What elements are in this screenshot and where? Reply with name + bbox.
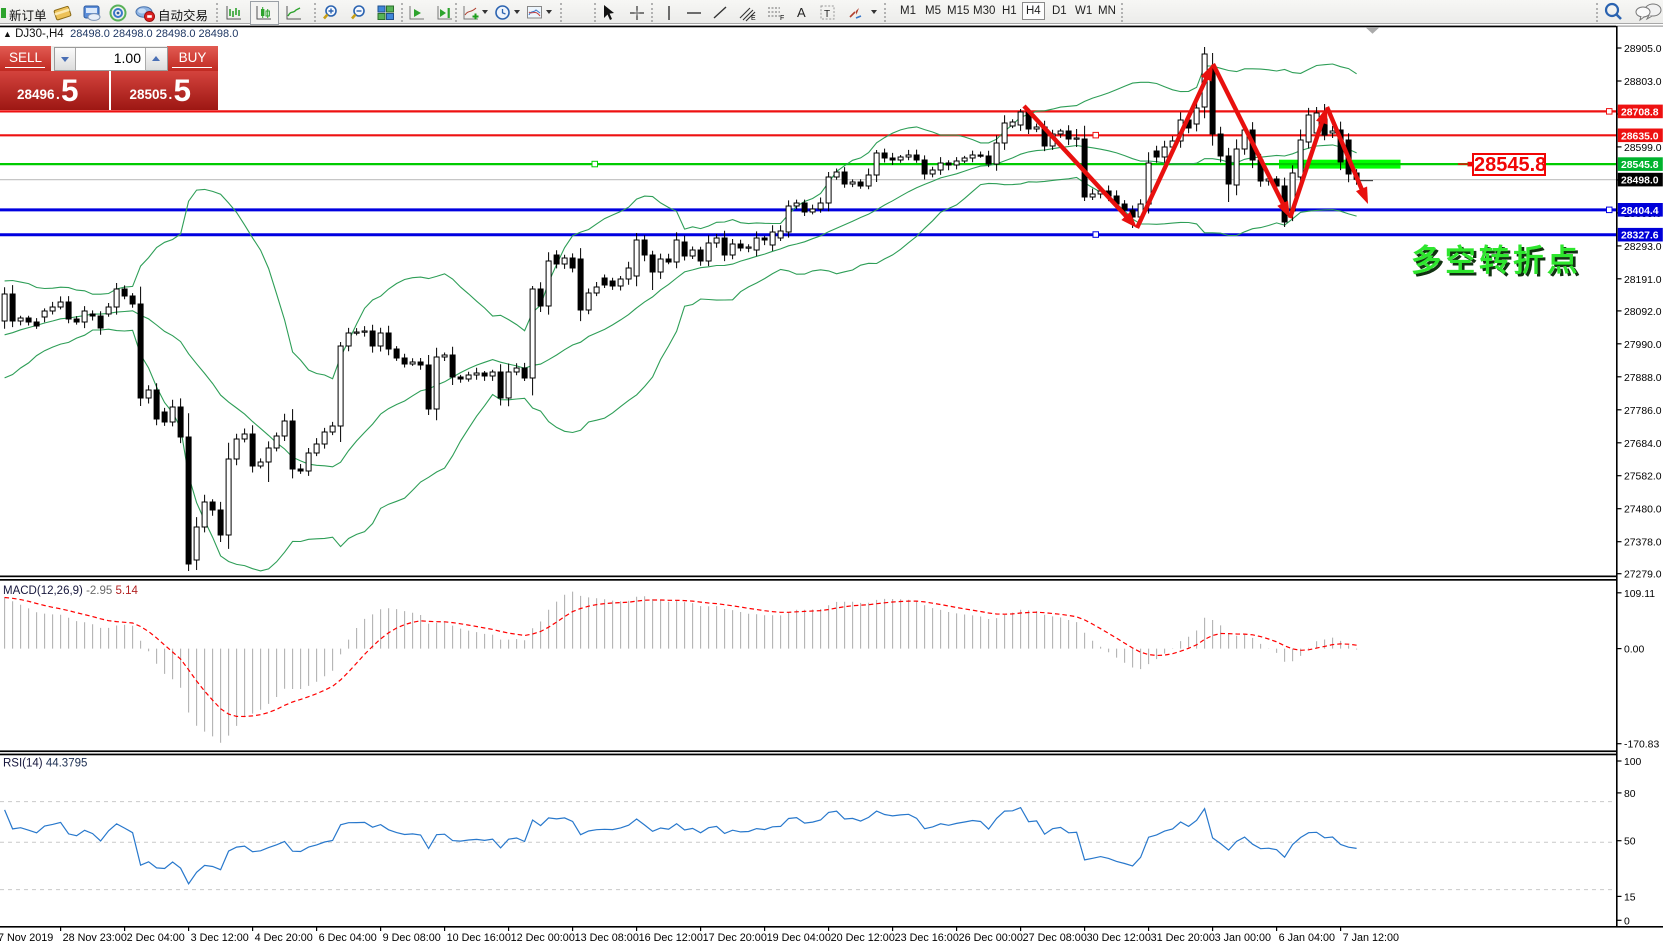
svg-text:4 Dec 20:00: 4 Dec 20:00 <box>255 932 313 944</box>
svg-text:0.00: 0.00 <box>1624 645 1644 656</box>
svg-text:27786.0: 27786.0 <box>1624 406 1662 417</box>
svg-text:31 Dec 20:00: 31 Dec 20:00 <box>1151 932 1215 944</box>
svg-text:17 Dec 20:00: 17 Dec 20:00 <box>703 932 767 944</box>
svg-text:26 Dec 00:00: 26 Dec 00:00 <box>959 932 1023 944</box>
svg-text:80: 80 <box>1624 789 1636 800</box>
svg-text:20 Dec 12:00: 20 Dec 12:00 <box>831 932 895 944</box>
svg-text:100: 100 <box>1624 757 1642 768</box>
svg-text:28635.0: 28635.0 <box>1621 131 1659 142</box>
svg-text:27 Dec 08:00: 27 Dec 08:00 <box>1023 932 1087 944</box>
svg-text:7 Jan 12:00: 7 Jan 12:00 <box>1343 932 1399 944</box>
svg-text:2 Dec 04:00: 2 Dec 04:00 <box>127 932 185 944</box>
svg-text:15: 15 <box>1624 892 1636 903</box>
svg-text:28293.0: 28293.0 <box>1624 242 1662 253</box>
svg-text:12 Dec 00:00: 12 Dec 00:00 <box>511 932 575 944</box>
svg-text:28545.8: 28545.8 <box>1621 160 1659 171</box>
svg-text:13 Dec 08:00: 13 Dec 08:00 <box>575 932 639 944</box>
svg-text:28404.4: 28404.4 <box>1621 206 1659 217</box>
svg-text:27990.0: 27990.0 <box>1624 340 1662 351</box>
svg-text:3 Jan 00:00: 3 Jan 00:00 <box>1215 932 1271 944</box>
svg-text:28708.8: 28708.8 <box>1621 107 1659 118</box>
svg-text:19 Dec 04:00: 19 Dec 04:00 <box>767 932 831 944</box>
svg-text:30 Dec 12:00: 30 Dec 12:00 <box>1087 932 1151 944</box>
svg-text:27480.0: 27480.0 <box>1624 505 1662 516</box>
svg-text:27582.0: 27582.0 <box>1624 472 1662 483</box>
svg-text:6 Jan 04:00: 6 Jan 04:00 <box>1279 932 1335 944</box>
svg-text:27888.0: 27888.0 <box>1624 373 1662 384</box>
svg-text:3 Dec 12:00: 3 Dec 12:00 <box>191 932 249 944</box>
svg-text:F: F <box>780 15 784 22</box>
svg-text:0: 0 <box>1624 916 1630 927</box>
svg-text:6 Dec 04:00: 6 Dec 04:00 <box>319 932 377 944</box>
svg-text:28599.0: 28599.0 <box>1624 143 1662 154</box>
svg-text:-170.83: -170.83 <box>1624 740 1659 751</box>
svg-text:28498.0: 28498.0 <box>1621 176 1659 187</box>
svg-text:50: 50 <box>1624 837 1636 848</box>
svg-text:9 Dec 08:00: 9 Dec 08:00 <box>383 932 441 944</box>
svg-text:28905.0: 28905.0 <box>1624 44 1662 55</box>
svg-text:109.11: 109.11 <box>1624 589 1655 600</box>
svg-text:28191.0: 28191.0 <box>1624 275 1662 286</box>
svg-text:T: T <box>824 9 830 20</box>
svg-text:MACD(12,26,9) -2.95 5.14: MACD(12,26,9) -2.95 5.14 <box>3 585 138 597</box>
svg-text:27378.0: 27378.0 <box>1624 538 1662 549</box>
svg-text:16 Dec 12:00: 16 Dec 12:00 <box>639 932 703 944</box>
svg-text:E: E <box>751 15 756 22</box>
svg-text:RSI(14) 44.3795: RSI(14) 44.3795 <box>3 758 87 770</box>
svg-text:23 Dec 16:00: 23 Dec 16:00 <box>895 932 959 944</box>
svg-text:27 Nov 2019: 27 Nov 2019 <box>0 932 53 944</box>
svg-text:27684.0: 27684.0 <box>1624 439 1662 450</box>
svg-text:28327.6: 28327.6 <box>1621 231 1659 242</box>
svg-text:27279.0: 27279.0 <box>1624 570 1662 581</box>
svg-text:28803.0: 28803.0 <box>1624 77 1662 88</box>
svg-text:10 Dec 16:00: 10 Dec 16:00 <box>447 932 511 944</box>
svg-text:28 Nov 23:00: 28 Nov 23:00 <box>63 932 127 944</box>
svg-text:28092.0: 28092.0 <box>1624 307 1662 318</box>
